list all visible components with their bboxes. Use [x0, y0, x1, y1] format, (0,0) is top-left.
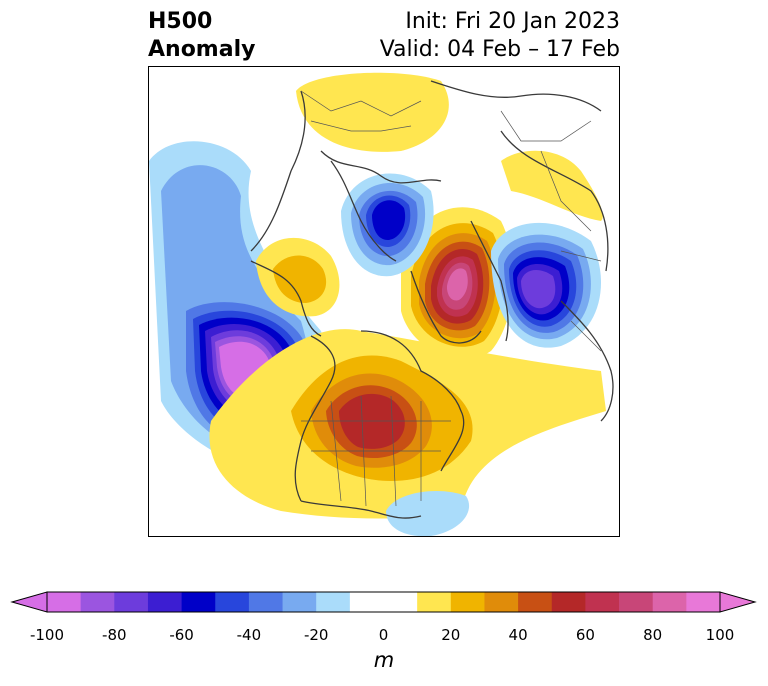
borders [300, 90, 602, 507]
arctic-ridge [296, 72, 603, 221]
greenland-ridge [401, 207, 514, 359]
title-right: Init: Fri 20 Jan 2023 Valid: 04 Feb – 17… [380, 8, 620, 64]
colorbar-segments [47, 592, 721, 612]
baffin-ridge [256, 237, 340, 317]
valid-range: Valid: 04 Feb – 17 Feb [379, 37, 620, 62]
colorbar-segment [147, 592, 183, 612]
colorbar-tick-label: 20 [441, 626, 461, 644]
colorbar [10, 591, 757, 613]
colorbar-tick-label: 40 [508, 626, 528, 644]
colorbar-tick-label: -100 [29, 626, 65, 644]
colorbar-segment [114, 592, 149, 612]
colorbar-segment [248, 592, 284, 612]
coastlines [250, 80, 614, 519]
colorbar-segment [652, 592, 687, 612]
colorbar-segment [47, 592, 82, 612]
colorbar-right-extend [719, 591, 757, 613]
colorbar-segment [518, 592, 553, 612]
siberia-low [341, 173, 434, 277]
colorbar-segment [585, 592, 620, 612]
colorbar-tick-label: 100 [705, 626, 735, 644]
colorbar-segment [619, 592, 654, 612]
colorbar-tick-label: -80 [102, 626, 127, 644]
title-variable: H500 [148, 9, 213, 34]
colorbar-segment [215, 592, 250, 612]
colorbar-segment [349, 592, 384, 612]
title-left: H500 Anomaly [148, 8, 255, 64]
colorbar-tick-label: -60 [169, 626, 194, 644]
colorbar-segment [181, 592, 216, 612]
colorbar-segment [484, 592, 519, 612]
colorbar-tick-label: 60 [575, 626, 595, 644]
colorbar-segment [282, 592, 317, 612]
colorbar-tick-label: -20 [303, 626, 329, 644]
colorbar-tick-label: 80 [643, 626, 663, 644]
title-field: Anomaly [148, 37, 256, 62]
colorbar-tick-label: 0 [378, 626, 389, 644]
colorbar-segment [686, 592, 721, 612]
colorbar-segment [80, 592, 115, 612]
colorbar-segment [450, 592, 485, 612]
colorbar-tick-label: -40 [236, 626, 262, 644]
colorbar-segment [316, 592, 351, 612]
anomaly-map [148, 66, 620, 537]
init-date: Init: Fri 20 Jan 2023 [405, 9, 620, 34]
colorbar-unit: m [373, 648, 395, 672]
colorbar-left-extend [10, 591, 48, 613]
colorbar-segment [551, 592, 586, 612]
colorbar-segment [383, 592, 418, 612]
subtropical-low [386, 491, 470, 536]
colorbar-segment [417, 592, 452, 612]
